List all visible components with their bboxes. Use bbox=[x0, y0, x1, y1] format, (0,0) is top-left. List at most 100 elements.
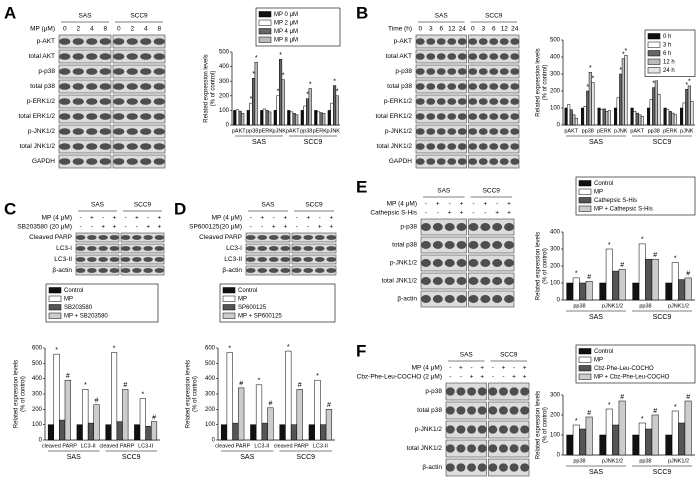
group-label: SAS bbox=[589, 139, 603, 146]
bar bbox=[597, 107, 601, 126]
bar bbox=[330, 102, 334, 126]
bar bbox=[678, 279, 686, 301]
significance-mark: # bbox=[327, 402, 331, 409]
blot-row-label: p-AKT bbox=[37, 38, 55, 45]
blot-band bbox=[426, 98, 436, 105]
bar bbox=[630, 107, 634, 126]
significance-mark: # bbox=[66, 373, 70, 380]
group-label: SAS bbox=[67, 454, 81, 461]
legend-swatch bbox=[48, 304, 62, 311]
legend-label: 12 h bbox=[663, 59, 675, 65]
condition-value: + bbox=[470, 374, 474, 381]
x-tick-label: pERK bbox=[597, 128, 612, 134]
bar bbox=[285, 350, 292, 441]
blot-band bbox=[99, 38, 111, 45]
bar bbox=[654, 80, 658, 126]
condition-label: Cbz-Phe-Leu-COCHO (2 μM) bbox=[357, 374, 442, 381]
y-tick-label: 300 bbox=[32, 392, 43, 398]
significance-mark: # bbox=[620, 394, 624, 401]
bar bbox=[569, 109, 573, 126]
x-tick-label: pp38 bbox=[639, 458, 651, 464]
blot-band bbox=[87, 246, 97, 251]
condition-label: SP600125(20 μM) bbox=[189, 224, 242, 231]
condition-value: + bbox=[495, 210, 499, 217]
condition-value: + bbox=[306, 215, 310, 222]
blot-band bbox=[489, 143, 499, 150]
blot-band bbox=[98, 235, 108, 240]
bar bbox=[314, 110, 318, 126]
condition-value: - bbox=[437, 210, 439, 217]
y-tick-label: 400 bbox=[550, 230, 561, 236]
blot-band bbox=[426, 128, 436, 135]
condition-value: - bbox=[470, 365, 472, 372]
blot-row-label: GAPDH bbox=[389, 158, 412, 165]
significance-mark: * bbox=[575, 418, 578, 425]
y-tick-label: 300 bbox=[550, 393, 561, 399]
blot-band bbox=[432, 241, 443, 249]
blot-row-label: total AKT bbox=[386, 53, 412, 60]
blot-band bbox=[509, 444, 519, 453]
bar bbox=[295, 114, 299, 126]
y-tick-label: 0 bbox=[557, 298, 561, 304]
blot-band bbox=[143, 246, 153, 251]
blot-band bbox=[488, 387, 498, 396]
bar bbox=[122, 389, 129, 441]
significance-mark: * bbox=[655, 74, 658, 81]
bar bbox=[645, 258, 653, 301]
bar bbox=[116, 421, 123, 441]
x-tick-label: pJNK bbox=[273, 128, 287, 134]
condition-value: - bbox=[502, 374, 504, 381]
bar bbox=[316, 111, 320, 126]
bar bbox=[64, 379, 71, 441]
legend-label: Control bbox=[594, 349, 613, 355]
condition-value: + bbox=[112, 224, 116, 231]
condition-value: 4 bbox=[144, 26, 148, 33]
bar bbox=[607, 110, 611, 126]
y-tick-label: 500 bbox=[219, 50, 230, 56]
y-tick-label: 500 bbox=[32, 361, 43, 367]
condition-value: 4 bbox=[90, 26, 94, 33]
condition-value: + bbox=[436, 201, 440, 208]
blot-band bbox=[457, 113, 467, 120]
blot-band bbox=[99, 68, 111, 75]
blot-band bbox=[478, 113, 488, 120]
blot-band bbox=[126, 68, 138, 75]
blot-strip bbox=[112, 64, 166, 79]
blot-band bbox=[415, 38, 425, 45]
condition-value: 12 bbox=[448, 26, 456, 33]
blot-band bbox=[415, 98, 425, 105]
legend-swatch bbox=[647, 50, 661, 57]
bar bbox=[273, 110, 277, 126]
blot-band bbox=[498, 444, 508, 453]
blot-band bbox=[504, 241, 515, 249]
blot-band bbox=[468, 143, 478, 150]
condition-value: - bbox=[492, 374, 494, 381]
significance-mark: * bbox=[586, 84, 589, 91]
legend-swatch bbox=[647, 58, 661, 65]
bar bbox=[583, 106, 587, 126]
legend-swatch bbox=[48, 312, 62, 319]
blot-band bbox=[488, 406, 498, 415]
group-label: SAS bbox=[589, 469, 603, 476]
y-tick-label: 100 bbox=[219, 108, 230, 114]
y-tick-label: 200 bbox=[205, 407, 216, 413]
blot-band bbox=[468, 277, 479, 285]
bar bbox=[690, 100, 694, 126]
bar bbox=[322, 113, 326, 126]
condition-value: - bbox=[492, 365, 494, 372]
bar bbox=[632, 282, 640, 301]
y-axis-label: Related expression levels bbox=[204, 54, 210, 122]
legend-swatch bbox=[578, 180, 592, 187]
blot-band bbox=[113, 113, 125, 120]
bar bbox=[638, 243, 646, 301]
x-tick-label: pJNK bbox=[614, 128, 628, 134]
bar bbox=[327, 110, 331, 126]
y-axis-label: (% of control) bbox=[543, 407, 549, 443]
blot-band bbox=[499, 38, 509, 45]
condition-value: + bbox=[283, 215, 287, 222]
blot-band bbox=[415, 68, 425, 75]
blot-band bbox=[59, 83, 71, 90]
blot-band bbox=[447, 158, 457, 165]
bar bbox=[581, 107, 585, 126]
